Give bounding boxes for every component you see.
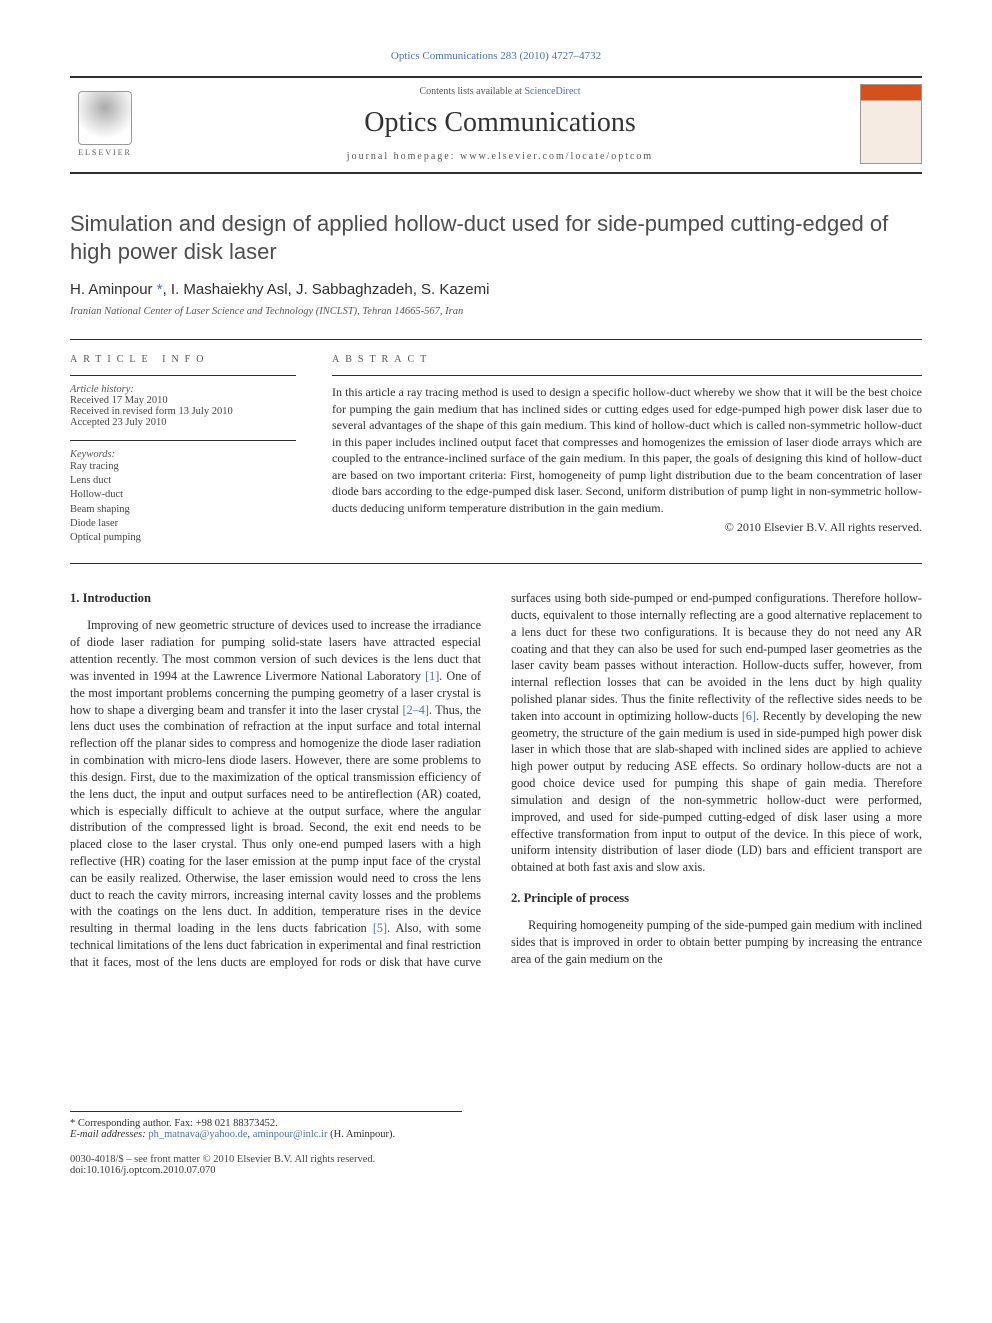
keyword: Hollow-duct <box>70 488 296 502</box>
header-center: Contents lists available at ScienceDirec… <box>158 86 842 162</box>
article-info-heading: article info <box>70 354 296 365</box>
abstract-block: abstract In this article a ray tracing m… <box>332 354 922 545</box>
cite[interactable]: [6] <box>742 709 756 723</box>
keyword: Optical pumping <box>70 531 296 545</box>
email-line: E-mail addresses: ph_matnava@yahoo.de, a… <box>70 1129 462 1140</box>
body-columns: 1. Introduction Improving of new geometr… <box>70 590 922 971</box>
keyword: Ray tracing <box>70 460 296 474</box>
keywords-list: Ray tracing Lens duct Hollow-duct Beam s… <box>70 460 296 545</box>
contents-line: Contents lists available at ScienceDirec… <box>158 86 842 97</box>
article-info: article info Article history: Received 1… <box>70 354 296 545</box>
abstract-heading: abstract <box>332 354 922 365</box>
section-2-heading: 2. Principle of process <box>511 890 922 907</box>
rule-bottom <box>70 563 922 564</box>
email-1[interactable]: ph_matnava@yahoo.de <box>148 1129 247 1140</box>
email-label: E-mail addresses: <box>70 1129 148 1140</box>
keywords-block: Keywords: Ray tracing Lens duct Hollow-d… <box>70 440 296 545</box>
affiliation: Iranian National Center of Laser Science… <box>70 306 922 317</box>
contents-prefix: Contents lists available at <box>419 86 524 97</box>
section-1-body: Improving of new geometric structure of … <box>70 590 922 971</box>
elsevier-logo: ELSEVIER <box>70 84 140 164</box>
cite[interactable]: [1] <box>425 669 439 683</box>
footer-doi: doi:10.1016/j.optcom.2010.07.070 <box>70 1165 922 1176</box>
footer-line: 0030-4018/$ – see front matter © 2010 El… <box>70 1154 922 1165</box>
homepage-line: journal homepage: www.elsevier.com/locat… <box>158 151 842 162</box>
keyword: Lens duct <box>70 474 296 488</box>
elsevier-label: ELSEVIER <box>78 148 132 157</box>
article-title: Simulation and design of applied hollow-… <box>70 210 922 265</box>
email-2[interactable]: aminpour@inlc.ir <box>253 1129 328 1140</box>
doi-value[interactable]: 10.1016/j.optcom.2010.07.070 <box>86 1165 215 1176</box>
history-received: Received 17 May 2010 <box>70 395 296 406</box>
history-accepted: Accepted 23 July 2010 <box>70 417 296 428</box>
top-citation: Optics Communications 283 (2010) 4727–47… <box>70 50 922 62</box>
cite[interactable]: [5] <box>373 921 387 935</box>
keyword: Beam shaping <box>70 503 296 517</box>
email-tail: (H. Aminpour). <box>328 1129 396 1140</box>
journal-name: Optics Communications <box>158 107 842 139</box>
cite[interactable]: [2–4] <box>403 703 429 717</box>
sciencedirect-link[interactable]: ScienceDirect <box>524 86 580 97</box>
footnote-block: * Corresponding author. Fax: +98 021 883… <box>70 1111 462 1140</box>
keywords-label: Keywords: <box>70 449 296 460</box>
journal-cover-thumb <box>860 84 922 164</box>
footer: 0030-4018/$ – see front matter © 2010 El… <box>70 1154 922 1176</box>
history-revised: Received in revised form 13 July 2010 <box>70 406 296 417</box>
doi-prefix: doi: <box>70 1165 86 1176</box>
corresponding-author: * Corresponding author. Fax: +98 021 883… <box>70 1118 462 1129</box>
top-citation-link[interactable]: Optics Communications 283 (2010) 4727–47… <box>391 50 601 62</box>
abstract-copyright: © 2010 Elsevier B.V. All rights reserved… <box>332 520 922 535</box>
info-row: article info Article history: Received 1… <box>70 340 922 563</box>
homepage-prefix: journal homepage: <box>347 151 460 162</box>
section-1-heading: 1. Introduction <box>70 590 481 607</box>
elsevier-tree-icon <box>78 91 132 145</box>
section-2-body: Requiring homogeneity pumping of the sid… <box>511 917 922 967</box>
journal-header: ELSEVIER Contents lists available at Sci… <box>70 76 922 174</box>
authors: H. Aminpour *, I. Mashaiekhy Asl, J. Sab… <box>70 281 922 298</box>
keyword: Diode laser <box>70 517 296 531</box>
corr-star-icon[interactable]: * <box>157 281 163 298</box>
abstract-text: In this article a ray tracing method is … <box>332 376 922 516</box>
homepage-url[interactable]: www.elsevier.com/locate/optcom <box>460 151 653 162</box>
authors-text: H. Aminpour *, I. Mashaiekhy Asl, J. Sab… <box>70 281 489 298</box>
history-label: Article history: <box>70 384 296 395</box>
